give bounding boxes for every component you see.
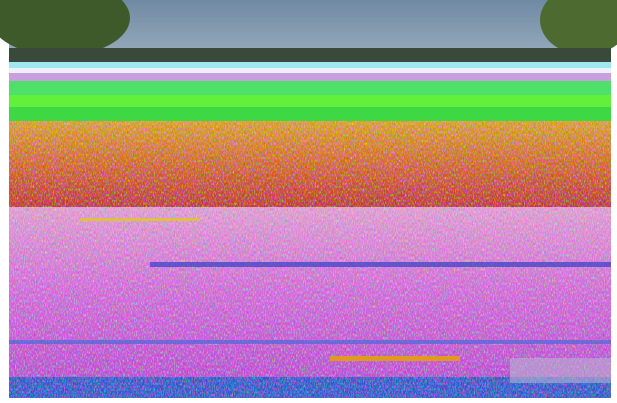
tulips-pink: [9, 207, 611, 377]
tulips-yellow-red: [9, 121, 611, 207]
tulips-blue: [9, 377, 611, 398]
green-field: [9, 107, 611, 121]
stripe: [9, 62, 611, 68]
stripe: [9, 68, 611, 73]
streak: [80, 218, 200, 221]
stripe: [9, 73, 611, 81]
streak: [150, 262, 611, 267]
streak: [9, 340, 611, 344]
tree-left: [0, 0, 130, 56]
green-field: [9, 81, 611, 95]
streak: [330, 356, 460, 361]
patch: [510, 358, 611, 383]
green-field: [9, 95, 611, 107]
treeline: [9, 48, 611, 62]
tree-right: [540, 0, 617, 55]
